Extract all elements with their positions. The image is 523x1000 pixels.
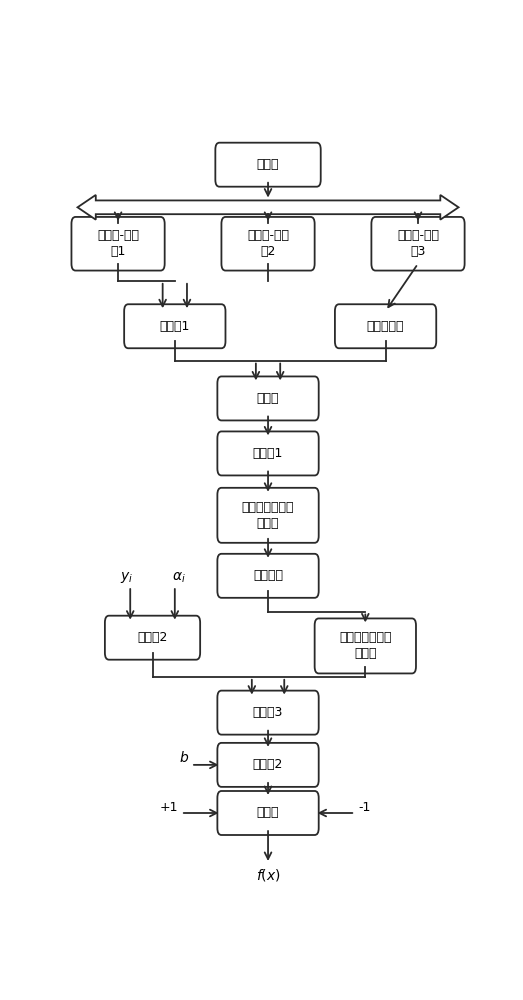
Text: $\alpha_i$: $\alpha_i$ xyxy=(172,570,186,585)
FancyBboxPatch shape xyxy=(218,691,319,735)
FancyBboxPatch shape xyxy=(335,304,436,348)
Text: 选择器: 选择器 xyxy=(257,806,279,820)
Text: 乘法器-累加
器3: 乘法器-累加 器3 xyxy=(397,229,439,258)
FancyBboxPatch shape xyxy=(218,791,319,835)
FancyBboxPatch shape xyxy=(315,618,416,673)
FancyBboxPatch shape xyxy=(218,554,319,598)
Text: 加法器1: 加法器1 xyxy=(160,320,190,333)
FancyBboxPatch shape xyxy=(218,431,319,475)
FancyBboxPatch shape xyxy=(371,217,464,271)
FancyBboxPatch shape xyxy=(124,304,225,348)
Text: 指数运算: 指数运算 xyxy=(253,569,283,582)
Text: $y_i$: $y_i$ xyxy=(120,570,133,585)
Text: +1: +1 xyxy=(159,801,178,814)
FancyBboxPatch shape xyxy=(105,616,200,660)
Text: 浮点数到定点数
的转换: 浮点数到定点数 的转换 xyxy=(339,631,392,660)
Text: 减法器: 减法器 xyxy=(257,392,279,405)
Text: 左移寄存器: 左移寄存器 xyxy=(367,320,404,333)
Text: 乘法器1: 乘法器1 xyxy=(253,447,283,460)
Text: 乘法器2: 乘法器2 xyxy=(138,631,168,644)
FancyBboxPatch shape xyxy=(215,143,321,187)
FancyBboxPatch shape xyxy=(221,217,315,271)
Text: 乘法器-累加
器2: 乘法器-累加 器2 xyxy=(247,229,289,258)
FancyBboxPatch shape xyxy=(218,743,319,787)
FancyBboxPatch shape xyxy=(72,217,165,271)
FancyBboxPatch shape xyxy=(218,488,319,543)
Text: 定点数到浮点数
的转换: 定点数到浮点数 的转换 xyxy=(242,501,294,530)
Polygon shape xyxy=(77,195,459,220)
Text: 乘法器-累加
器1: 乘法器-累加 器1 xyxy=(97,229,139,258)
Text: $f(x)$: $f(x)$ xyxy=(256,867,280,883)
Text: 计数器: 计数器 xyxy=(257,158,279,171)
Text: -1: -1 xyxy=(358,801,371,814)
Text: b: b xyxy=(179,751,188,765)
Text: 加法器2: 加法器2 xyxy=(253,758,283,771)
Text: 乘法器3: 乘法器3 xyxy=(253,706,283,719)
FancyBboxPatch shape xyxy=(218,376,319,420)
